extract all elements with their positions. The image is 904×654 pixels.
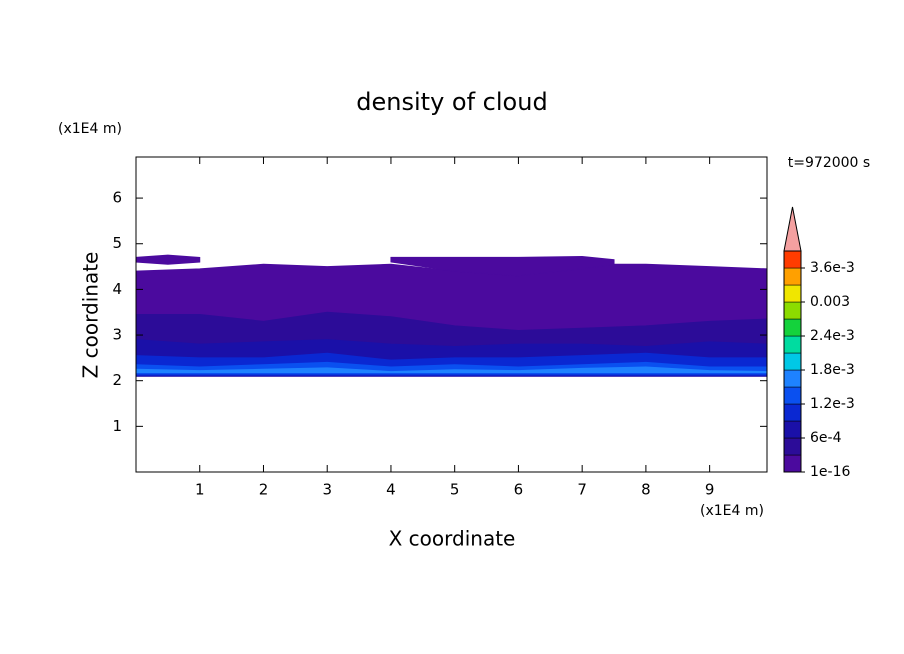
colorbar-band xyxy=(783,352,802,371)
colorbar-tick-label: 0.003 xyxy=(810,294,850,310)
y-axis-title: Z coordinate xyxy=(79,252,103,379)
y-unit: (x1E4 m) xyxy=(58,121,122,137)
colorbar-extend xyxy=(783,206,802,252)
x-tick-label: 6 xyxy=(514,481,524,499)
chart-title: density of cloud xyxy=(356,88,547,116)
colorbar-band xyxy=(783,250,802,269)
x-tick-label: 9 xyxy=(705,481,715,499)
x-tick-label: 7 xyxy=(577,481,587,499)
contour-region xyxy=(135,254,201,265)
y-tick-label: 1 xyxy=(112,417,122,435)
colorbar-frame xyxy=(783,250,802,473)
colorbar-band xyxy=(783,369,802,388)
colorbar-band xyxy=(783,267,802,286)
colorbar-band xyxy=(783,335,802,354)
y-tick-label: 4 xyxy=(112,280,122,298)
x-tick-label: 1 xyxy=(195,481,205,499)
colorbar-tick-label: 2.4e-3 xyxy=(810,328,855,344)
x-tick-label: 3 xyxy=(322,481,332,499)
colorbar-tick-label: 1e-16 xyxy=(810,464,850,480)
plot-frame xyxy=(135,156,768,473)
colorbar-band xyxy=(783,454,802,473)
y-tick-label: 5 xyxy=(112,234,122,252)
y-tick-label: 2 xyxy=(112,371,122,389)
colorbar-tick-label: 1.2e-3 xyxy=(810,396,855,412)
colorbar-band xyxy=(783,301,802,320)
colorbar-band xyxy=(783,420,802,439)
x-unit: (x1E4 m) xyxy=(700,503,764,519)
colorbar-tick-label: 3.6e-3 xyxy=(810,260,855,276)
colorbar-band xyxy=(783,403,802,422)
y-tick-label: 3 xyxy=(112,326,122,344)
colorbar-band xyxy=(783,386,802,405)
y-tick-label: 6 xyxy=(112,189,122,207)
x-axis-title: X coordinate xyxy=(389,527,516,551)
x-tick-label: 4 xyxy=(386,481,396,499)
colorbar-band xyxy=(783,284,802,303)
colorbar-band xyxy=(783,437,802,456)
x-tick-label: 8 xyxy=(641,481,651,499)
colorbar-tick-label: 6e-4 xyxy=(810,430,842,446)
colorbar-tick-label: 1.8e-3 xyxy=(810,362,855,378)
time-annotation: t=972000 s xyxy=(788,155,870,171)
x-tick-label: 2 xyxy=(259,481,269,499)
x-tick-label: 5 xyxy=(450,481,460,499)
colorbar-band xyxy=(783,318,802,337)
contour-region xyxy=(390,256,615,277)
